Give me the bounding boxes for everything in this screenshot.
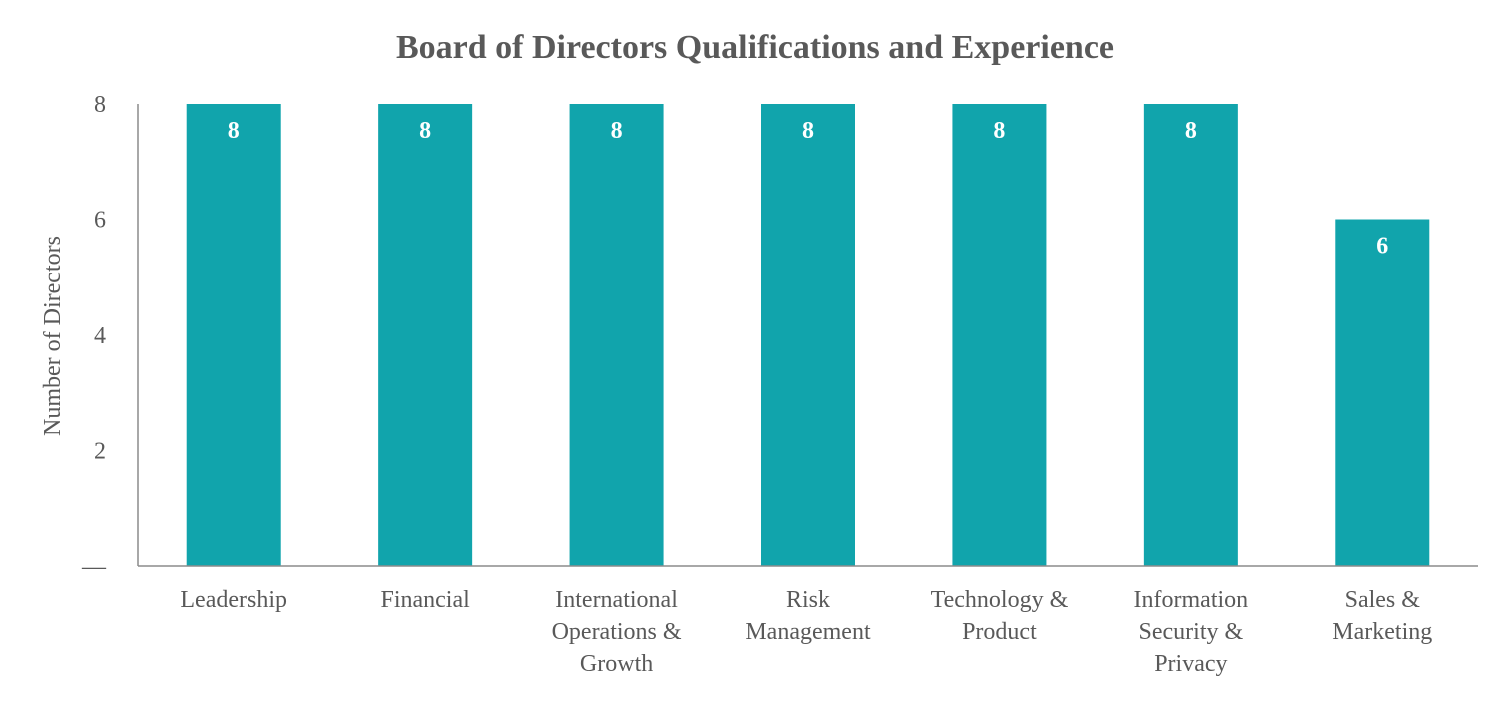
y-axis: — 2 4 6 8 — [81, 92, 139, 580]
x-tick-label: Technology & Product — [931, 587, 1069, 645]
bar-data-label: 8 — [802, 118, 814, 144]
x-tick-label-line: Information — [1134, 587, 1249, 613]
x-tick-label: Leadership — [180, 587, 287, 613]
x-axis: Leadership Financial International Operatio… — [138, 565, 1478, 677]
x-tick-label-line: Leadership — [180, 587, 287, 613]
y-tick-label: 4 — [94, 323, 106, 349]
bar-data-label: 8 — [419, 118, 431, 144]
x-tick-label-line: Privacy — [1154, 651, 1227, 677]
x-tick-label-line: Risk — [786, 587, 830, 613]
x-tick-label-line: Growth — [580, 651, 653, 677]
x-tick-label-line: Technology & — [931, 587, 1069, 613]
chart-title: Board of Directors Qualifications and Ex… — [396, 29, 1114, 66]
bar-data-label: 8 — [611, 118, 623, 144]
x-tick-label-line: Security & — [1139, 619, 1244, 645]
y-axis-title: Number of Directors — [40, 236, 66, 436]
y-tick-label: — — [81, 554, 107, 580]
bar — [1143, 104, 1238, 566]
bar-data-label: 8 — [993, 118, 1005, 144]
x-tick-label: Sales & Marketing — [1332, 587, 1432, 645]
y-tick-label: 8 — [94, 92, 106, 118]
bar-data-label: 8 — [228, 118, 240, 144]
y-tick-label: 6 — [94, 208, 106, 234]
x-tick-label-line: Product — [962, 619, 1037, 645]
bar-data-label: 6 — [1376, 234, 1388, 260]
x-tick-label-line: Operations & — [552, 619, 682, 645]
bar-data-label: 8 — [1185, 118, 1197, 144]
x-tick-label-line: International — [555, 587, 678, 613]
bar — [186, 104, 281, 566]
x-tick-label: Risk Management — [745, 587, 871, 645]
x-tick-label: Financial — [380, 587, 470, 613]
bar — [761, 104, 855, 566]
bar — [569, 104, 664, 566]
x-tick-label: Information Security & Privacy — [1134, 587, 1249, 677]
x-tick-label: International Operations & Growth — [552, 587, 682, 677]
bar — [378, 104, 473, 566]
x-tick-label-line: Marketing — [1332, 619, 1432, 645]
bar-series: 8 8 8 8 8 8 6 — [186, 104, 1430, 566]
x-tick-label-line: Financial — [380, 587, 470, 613]
y-tick-label: 2 — [94, 439, 106, 465]
bar — [1335, 219, 1430, 566]
x-tick-label-line: Management — [745, 619, 871, 645]
x-tick-label-line: Sales & — [1345, 587, 1421, 613]
bar — [952, 104, 1047, 566]
